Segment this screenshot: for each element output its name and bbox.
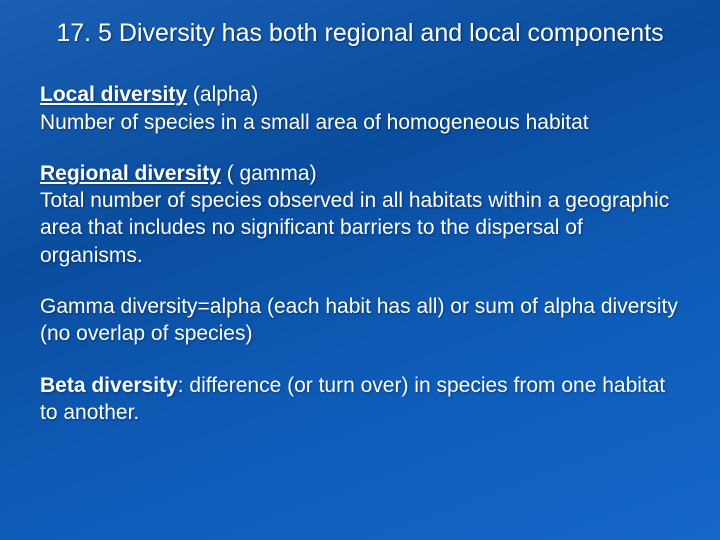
- paragraph-beta-diversity: Beta diversity: difference (or turn over…: [40, 372, 680, 427]
- paragraph-regional-diversity: Regional diversity ( gamma) Total number…: [40, 160, 680, 269]
- gamma-relation-text: Gamma diversity=alpha (each habit has al…: [40, 295, 678, 345]
- paren-gamma: ( gamma): [221, 162, 317, 185]
- term-local-diversity: Local diversity: [40, 83, 187, 106]
- slide-title: 17. 5 Diversity has both regional and lo…: [40, 18, 680, 49]
- def-regional-diversity: Total number of species observed in all …: [40, 189, 669, 267]
- paragraph-local-diversity: Local diversity (alpha) Number of specie…: [40, 81, 680, 136]
- term-beta-diversity: Beta diversity: [40, 374, 178, 397]
- paren-alpha: (alpha): [187, 83, 258, 106]
- paragraph-gamma-relation: Gamma diversity=alpha (each habit has al…: [40, 293, 680, 348]
- def-local-diversity: Number of species in a small area of hom…: [40, 111, 589, 134]
- term-regional-diversity: Regional diversity: [40, 162, 221, 185]
